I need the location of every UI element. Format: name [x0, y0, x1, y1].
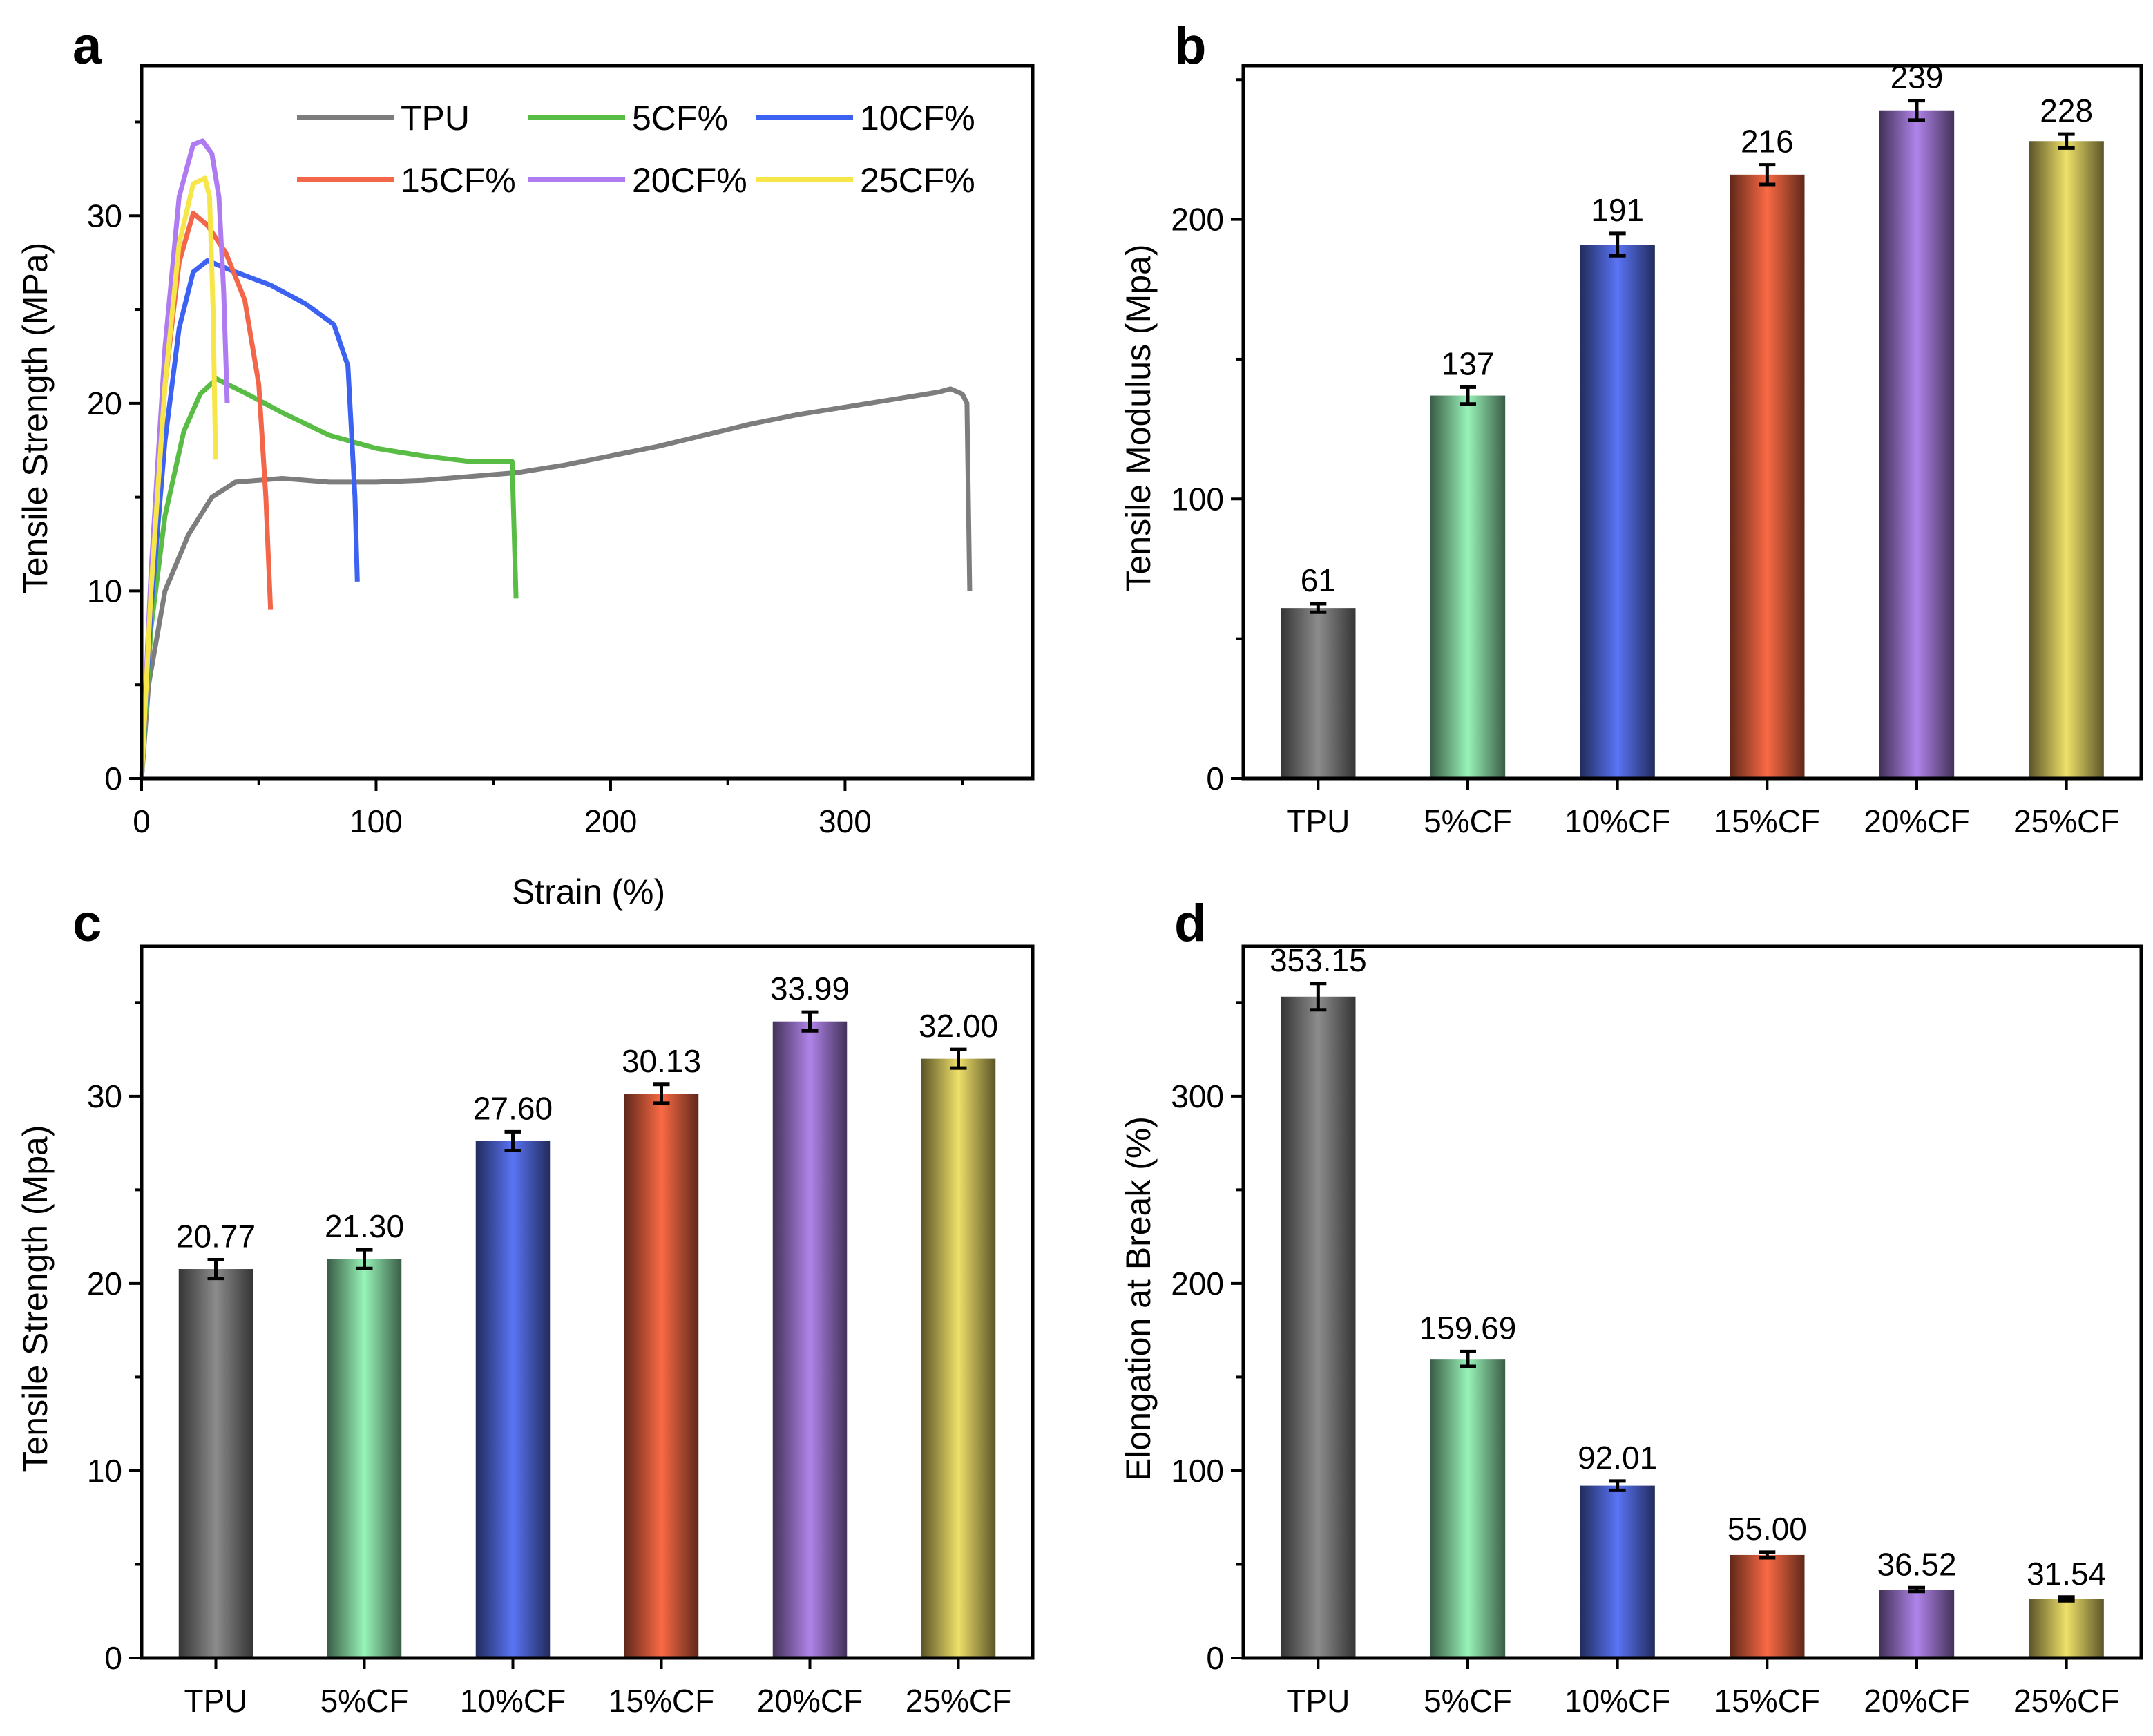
- panel-c-category-label-3: 15%CF: [609, 1683, 714, 1719]
- panel-a-legend-label-2: 10CF%: [860, 99, 975, 137]
- panel-d-ytick-label-0: 0: [1206, 1640, 1224, 1676]
- panel-b-ylabel: Tensile Modulus (Mpa): [1119, 245, 1158, 592]
- panel-b-bar-3: [1730, 174, 1805, 779]
- panel-d-category-label-5: 25%CF: [2013, 1683, 2119, 1719]
- panel-b-category-label-3: 15%CF: [1714, 803, 1820, 839]
- panel-d-bar-0: [1281, 996, 1356, 1658]
- panel-a-ytick-label-2: 20: [87, 385, 122, 421]
- panel-c-bar-2: [475, 1141, 551, 1658]
- panel-a-legend-label-4: 20CF%: [632, 161, 747, 200]
- panel-b-value-label-0: 61: [1301, 562, 1336, 598]
- panel-b-ytick-label-2: 200: [1171, 202, 1224, 238]
- panel-d-category-label-2: 10%CF: [1564, 1683, 1670, 1719]
- panel-c-value-label-0: 20.77: [176, 1218, 256, 1254]
- panel-c-value-label-2: 27.60: [473, 1090, 553, 1126]
- panel-c-value-label-5: 32.00: [919, 1008, 998, 1044]
- panel-c-bar-4: [772, 1021, 848, 1658]
- panel-letter-c: c: [73, 894, 102, 953]
- panel-b-bar-0: [1281, 608, 1356, 779]
- panel-b-category-label-2: 10%CF: [1564, 803, 1670, 839]
- panel-c-ytick-label-1: 10: [87, 1453, 122, 1489]
- panel-a-xlabel: Strain (%): [512, 872, 665, 911]
- panel-a-legend-label-1: 5CF%: [632, 99, 728, 137]
- panel-d-ylabel: Elongation at Break (%): [1119, 1116, 1158, 1481]
- panel-b-bar-5: [2029, 141, 2104, 779]
- panel-b-bar-chart: 61TPU1375%CF19110%CF21615%CF23920%CF2282…: [1171, 59, 2143, 839]
- panel-d-axes-frame: [1241, 944, 2143, 1660]
- panel-a-legend-label-0: TPU: [401, 99, 470, 137]
- panel-d-category-label-4: 20%CF: [1864, 1683, 1969, 1719]
- panel-c-axes-frame: [140, 944, 1035, 1660]
- panel-b-bar-4: [1879, 110, 1955, 779]
- panel-c-ytick-label-0: 0: [104, 1640, 122, 1676]
- panel-b-bar-1: [1430, 395, 1506, 779]
- panel-c-bar-0: [178, 1269, 253, 1658]
- panel-letter-a: a: [73, 17, 102, 75]
- panel-b-value-label-2: 191: [1591, 192, 1644, 228]
- panel-d-ytick-label-2: 200: [1171, 1266, 1224, 1301]
- panel-a-series-5: [139, 175, 218, 779]
- panel-c-value-label-3: 30.13: [622, 1043, 701, 1079]
- panel-a-xtick-label-2: 200: [584, 803, 638, 839]
- panel-d-value-label-1: 159.69: [1419, 1310, 1517, 1346]
- panel-d-category-label-1: 5%CF: [1424, 1683, 1512, 1719]
- panel-c-ytick-label-3: 30: [87, 1078, 122, 1114]
- panel-b-axes-frame: [1241, 64, 2143, 781]
- panel-a-axes-frame: [140, 64, 1035, 781]
- panel-c-ylabel: Tensile Strength (Mpa): [16, 1125, 55, 1472]
- panel-b-category-label-0: TPU: [1286, 803, 1350, 839]
- panel-b-category-label-5: 25%CF: [2013, 803, 2119, 839]
- panel-d-bar-5: [2029, 1599, 2104, 1658]
- panel-a-ytick-label-3: 30: [87, 198, 122, 233]
- panel-a-ylabel: Tensile Strength (MPa): [16, 242, 55, 594]
- panel-letter-b: b: [1174, 17, 1206, 75]
- panel-c-bar-5: [921, 1058, 996, 1658]
- panel-a-series-1: [139, 376, 519, 779]
- panel-c-value-label-4: 33.99: [770, 971, 850, 1007]
- panel-d-value-label-3: 55.00: [1728, 1511, 1807, 1547]
- panel-d-ytick-label-3: 300: [1171, 1078, 1224, 1114]
- panel-c-category-label-1: 5%CF: [320, 1683, 409, 1719]
- panel-d-bar-3: [1730, 1554, 1805, 1658]
- panel-c-category-label-2: 10%CF: [460, 1683, 566, 1719]
- panel-d-value-label-4: 36.52: [1877, 1546, 1956, 1582]
- panel-d-bar-2: [1580, 1485, 1655, 1658]
- panel-c-value-label-1: 21.30: [325, 1208, 404, 1244]
- panel-d-bar-4: [1879, 1590, 1955, 1658]
- panel-b-category-label-1: 5%CF: [1424, 803, 1512, 839]
- panel-c-category-label-5: 25%CF: [906, 1683, 1011, 1719]
- panel-a-series-0: [139, 386, 973, 779]
- panel-c-category-label-4: 20%CF: [757, 1683, 863, 1719]
- panel-d-category-label-3: 15%CF: [1714, 1683, 1820, 1719]
- panel-d-value-label-2: 92.01: [1578, 1440, 1657, 1476]
- panel-d-category-label-0: TPU: [1286, 1683, 1350, 1719]
- panel-c-category-label-0: TPU: [184, 1683, 248, 1719]
- panel-c-bar-1: [327, 1259, 402, 1658]
- panel-b-category-label-4: 20%CF: [1864, 803, 1969, 839]
- panel-d-bar-1: [1430, 1359, 1506, 1658]
- panel-a-ytick-label-1: 10: [87, 573, 122, 609]
- panel-d-value-label-5: 31.54: [2027, 1556, 2106, 1592]
- panel-c-bar-3: [624, 1094, 699, 1658]
- panel-d-bar-chart: 353.15TPU159.695%CF92.0110%CF55.0015%CF3…: [1171, 942, 2143, 1719]
- panel-letter-d: d: [1174, 894, 1206, 953]
- panel-a-xtick-label-1: 100: [350, 803, 403, 839]
- panel-b-value-label-5: 228: [2040, 93, 2093, 128]
- panel-a-line-chart: 0 100 200 300 0 10 20 30 TPU 5CF% 10CF% 15CF% 20CF% 2…: [87, 64, 1035, 839]
- panel-b-value-label-3: 216: [1741, 124, 1794, 160]
- panel-a-legend-label-5: 25CF%: [860, 161, 975, 200]
- panel-b-ytick-label-1: 100: [1171, 481, 1224, 517]
- panel-c-ytick-label-2: 20: [87, 1266, 122, 1301]
- panel-b-ytick-label-0: 0: [1206, 761, 1224, 797]
- panel-a-xtick-label-0: 0: [133, 803, 151, 839]
- panel-c-bar-chart: 20.77 TPU 21.30 5%CF 27.60 10%CF 30.13 15%CF 33.…: [87, 944, 1035, 1719]
- panel-a-ytick-label-0: 0: [104, 761, 122, 797]
- panel-b-value-label-1: 137: [1442, 345, 1495, 381]
- panel-a-legend-label-3: 15CF%: [401, 161, 516, 200]
- panel-d-ytick-label-1: 100: [1171, 1453, 1224, 1489]
- panel-a-xtick-label-3: 300: [819, 803, 872, 839]
- panel-b-bar-2: [1580, 245, 1655, 779]
